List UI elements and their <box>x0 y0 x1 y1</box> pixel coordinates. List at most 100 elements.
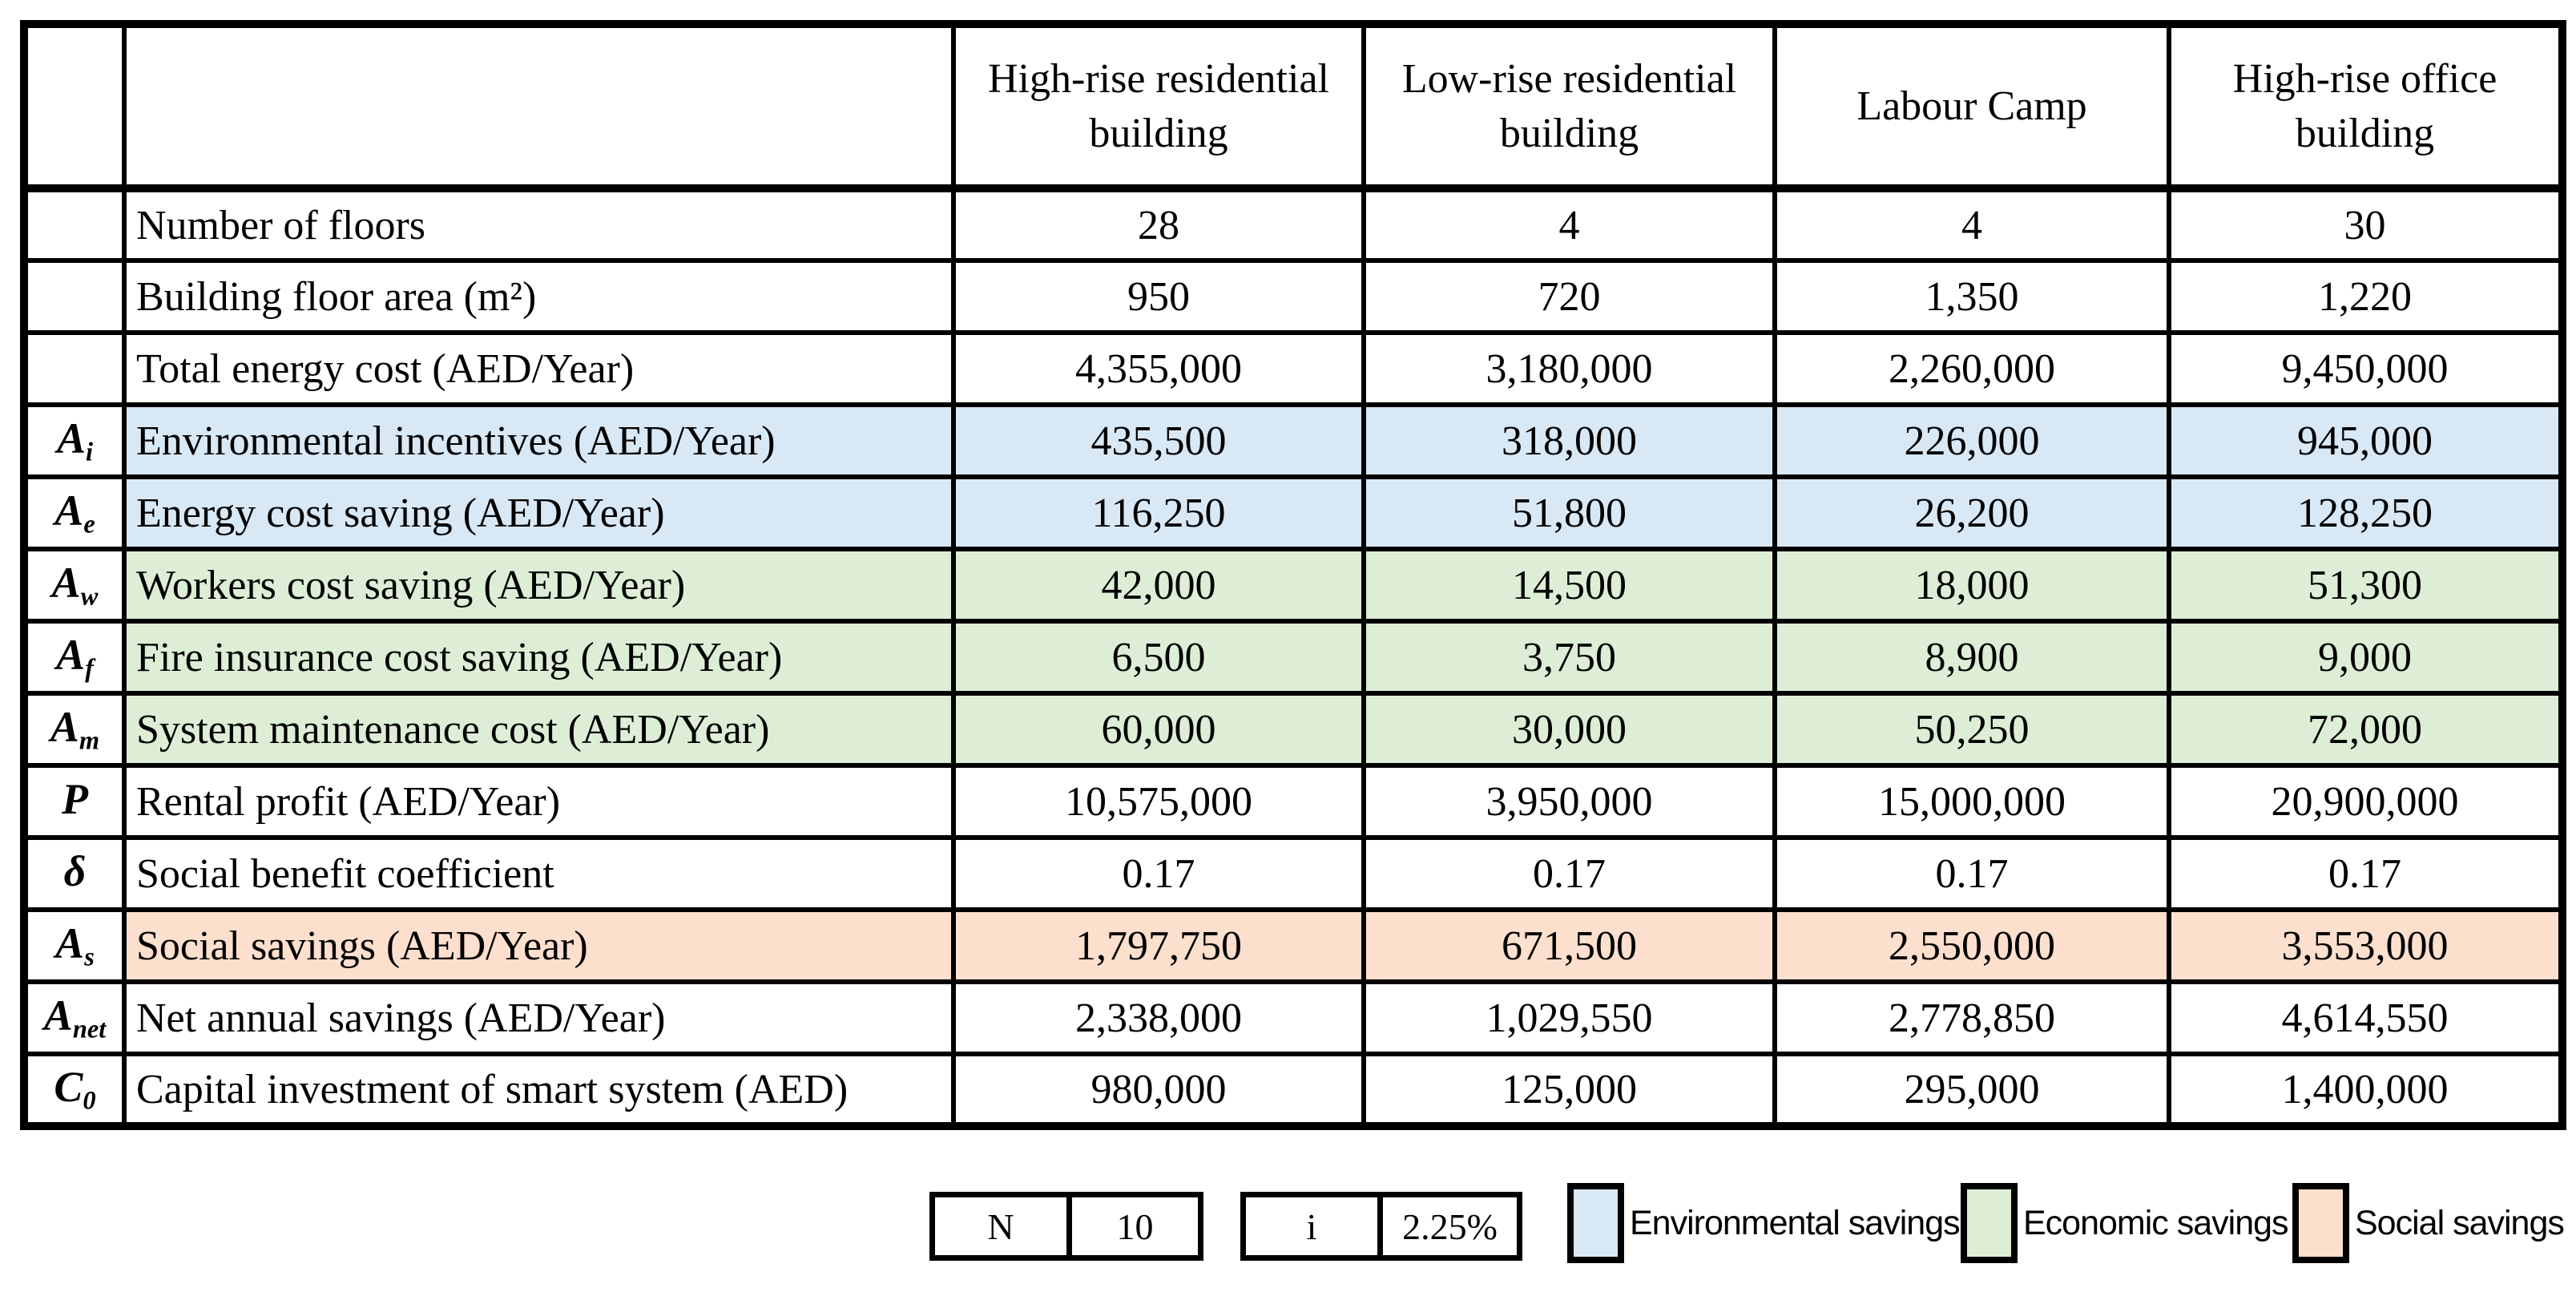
value-cell: 20,900,000 <box>2167 763 2565 840</box>
value-cell: 6,500 <box>951 619 1366 696</box>
parameter-name: i <box>1306 1205 1317 1247</box>
symbol-cell: Ae <box>22 474 127 551</box>
value-cell: 9,000 <box>2167 619 2565 696</box>
value-cell: 0.17 <box>951 835 1366 912</box>
value-cell: 26,200 <box>1772 474 2171 551</box>
symbol-cell <box>22 186 127 263</box>
table-row: Ae Energy cost saving (AED/Year) 116,250… <box>22 474 2565 551</box>
value-cell: 2,778,850 <box>1772 979 2171 1056</box>
column-header: Labour Camp <box>1772 22 2171 192</box>
parameter-value: 2.25% <box>1377 1197 1517 1255</box>
value-cell: 4,355,000 <box>951 330 1366 407</box>
value-cell: 950 <box>951 258 1366 335</box>
row-label: Capital investment of smart system (AED) <box>122 1052 956 1128</box>
symbol-cell: P <box>22 763 127 840</box>
row-label: Energy cost saving (AED/Year) <box>122 474 956 551</box>
row-label: Total energy cost (AED/Year) <box>122 330 956 407</box>
symbol-cell: Ai <box>22 402 127 479</box>
value-cell: 3,750 <box>1361 619 1777 696</box>
row-label: Building floor area (m²) <box>122 258 956 335</box>
symbol: P <box>62 775 88 824</box>
table-row: δ Social benefit coefficient 0.17 0.17 0… <box>22 835 2565 912</box>
legend-label: Economic savings <box>2023 1203 2289 1242</box>
table-row: C0 Capital investment of smart system (A… <box>22 1052 2565 1128</box>
symbol-subscript: w <box>80 582 99 612</box>
row-label: Environmental incentives (AED/Year) <box>122 402 956 479</box>
legend-label: Social savings <box>2355 1203 2565 1242</box>
value-cell: 60,000 <box>951 691 1366 768</box>
row-label: Social savings (AED/Year) <box>122 907 956 984</box>
table-row: Af Fire insurance cost saving (AED/Year)… <box>22 619 2565 696</box>
value-cell: 30 <box>2167 186 2565 263</box>
value-cell: 4 <box>1772 186 2171 263</box>
value-cell: 435,500 <box>951 402 1366 479</box>
column-header: Low-rise residential building <box>1361 22 1777 192</box>
economic-swatch <box>1961 1183 2018 1263</box>
legend-item-economic: Economic savings <box>1961 1183 2289 1263</box>
value-cell: 2,550,000 <box>1772 907 2171 984</box>
symbol-subscript: e <box>83 510 95 539</box>
value-cell: 3,950,000 <box>1361 763 1777 840</box>
parameter-value: 10 <box>1066 1197 1198 1255</box>
row-label: Number of floors <box>122 186 956 263</box>
value-cell: 51,300 <box>2167 547 2565 624</box>
symbol-subscript: m <box>79 726 100 756</box>
corner-cell <box>122 22 956 192</box>
symbol-cell <box>22 330 127 407</box>
value-cell: 28 <box>951 186 1366 263</box>
row-label: Net annual savings (AED/Year) <box>122 979 956 1056</box>
symbol-cell: As <box>22 907 127 984</box>
value-cell: 15,000,000 <box>1772 763 2171 840</box>
value-cell: 2,260,000 <box>1772 330 2171 407</box>
row-label: Social benefit coefficient <box>122 835 956 912</box>
value-cell: 2,338,000 <box>951 979 1366 1056</box>
symbol-cell <box>22 258 127 335</box>
symbol-subscript: s <box>84 943 95 972</box>
symbol-cell: Af <box>22 619 127 696</box>
legend-item-social: Social savings <box>2292 1183 2565 1263</box>
symbol: C <box>54 1063 83 1112</box>
symbol: A <box>50 703 79 752</box>
value-cell: 51,800 <box>1361 474 1777 551</box>
value-cell: 0.17 <box>2167 835 2565 912</box>
row-label: System maintenance cost (AED/Year) <box>122 691 956 768</box>
value-cell: 1,220 <box>2167 258 2565 335</box>
value-cell: 4 <box>1361 186 1777 263</box>
value-cell: 18,000 <box>1772 547 2171 624</box>
symbol-cell: Am <box>22 691 127 768</box>
table-row: Building floor area (m²) 950 720 1,350 1… <box>22 258 2565 335</box>
row-label: Fire insurance cost saving (AED/Year) <box>122 619 956 696</box>
value-cell: 50,250 <box>1772 691 2171 768</box>
value-cell: 3,553,000 <box>2167 907 2565 984</box>
symbol: A <box>56 414 87 463</box>
value-cell: 4,614,550 <box>2167 979 2565 1056</box>
value-cell: 1,029,550 <box>1361 979 1777 1056</box>
table-row: Number of floors 28 4 4 30 <box>22 186 2565 263</box>
table-row: Am System maintenance cost (AED/Year) 60… <box>22 691 2565 768</box>
symbol: A <box>43 991 73 1040</box>
environmental-swatch <box>1567 1183 1624 1263</box>
row-label: Rental profit (AED/Year) <box>122 763 956 840</box>
symbol-subscript: f <box>85 654 94 684</box>
value-cell: 128,250 <box>2167 474 2565 551</box>
building-comparison-table: High-rise residential building Low-rise … <box>20 20 2566 1130</box>
column-header: High-rise residential building <box>951 22 1366 192</box>
legend-label: Environmental savings <box>1630 1203 1961 1242</box>
value-cell: 3,180,000 <box>1361 330 1777 407</box>
value-cell: 0.17 <box>1772 835 2171 912</box>
table-row: Ai Environmental incentives (AED/Year) 4… <box>22 402 2565 479</box>
value-cell: 0.17 <box>1361 835 1777 912</box>
value-cell: 10,575,000 <box>951 763 1366 840</box>
value-cell: 8,900 <box>1772 619 2171 696</box>
legend-item-environmental: Environmental savings <box>1567 1183 1961 1263</box>
symbol-subscript: net <box>72 1015 107 1044</box>
value-cell: 295,000 <box>1772 1052 2171 1128</box>
value-cell: 318,000 <box>1361 402 1777 479</box>
value-cell: 1,797,750 <box>951 907 1366 984</box>
symbol: A <box>56 631 86 680</box>
parameter-box-i: i 2.25% <box>1240 1192 1522 1261</box>
value-cell: 116,250 <box>951 474 1366 551</box>
value-cell: 945,000 <box>2167 402 2565 479</box>
symbol: A <box>55 919 85 968</box>
